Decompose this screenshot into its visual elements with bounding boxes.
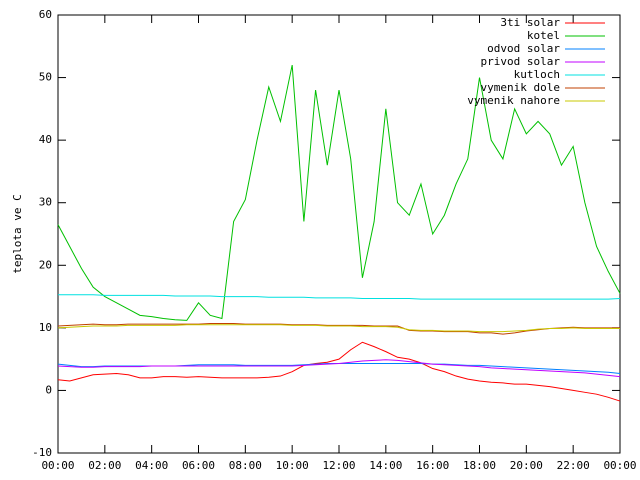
x-tick-label: 06:00 bbox=[182, 459, 215, 472]
series-line bbox=[57, 64, 621, 321]
legend-label: odvod solar bbox=[487, 42, 560, 55]
series-line bbox=[57, 341, 621, 402]
y-tick-label: -10 bbox=[32, 446, 52, 459]
series-line bbox=[58, 294, 621, 300]
y-tick-label: 30 bbox=[39, 196, 52, 209]
x-tick-label: 10:00 bbox=[276, 459, 309, 472]
x-tick-label: 04:00 bbox=[135, 459, 168, 472]
y-tick-label: 40 bbox=[39, 133, 52, 146]
x-tick-label: 20:00 bbox=[510, 459, 543, 472]
legend-label: kotel bbox=[527, 29, 560, 42]
x-tick-label: 18:00 bbox=[463, 459, 496, 472]
series-line bbox=[57, 359, 621, 378]
y-tick-label: 0 bbox=[45, 383, 52, 396]
legend-label: kutloch bbox=[514, 68, 560, 81]
y-tick-label: 10 bbox=[39, 321, 52, 334]
y-tick-label: 60 bbox=[39, 8, 52, 21]
x-tick-label: 16:00 bbox=[416, 459, 449, 472]
series-line bbox=[57, 363, 621, 375]
x-tick-label: 00:00 bbox=[41, 459, 74, 472]
x-tick-label: 12:00 bbox=[322, 459, 355, 472]
legend-label: 3ti solar bbox=[500, 16, 560, 29]
x-tick-label: 14:00 bbox=[369, 459, 402, 472]
legend-label: vymenik nahore bbox=[467, 94, 560, 107]
legend-label: vymenik dole bbox=[481, 81, 560, 94]
x-tick-label: 22:00 bbox=[557, 459, 590, 472]
y-tick-label: 50 bbox=[39, 71, 52, 84]
legend-label: privod solar bbox=[481, 55, 561, 68]
series-line bbox=[57, 324, 620, 333]
series-line bbox=[57, 322, 620, 335]
x-tick-label: 00:00 bbox=[603, 459, 636, 472]
x-tick-label: 02:00 bbox=[88, 459, 121, 472]
y-axis-label: teplota ve C bbox=[11, 194, 24, 273]
y-tick-label: 20 bbox=[39, 258, 52, 271]
x-tick-label: 08:00 bbox=[229, 459, 262, 472]
